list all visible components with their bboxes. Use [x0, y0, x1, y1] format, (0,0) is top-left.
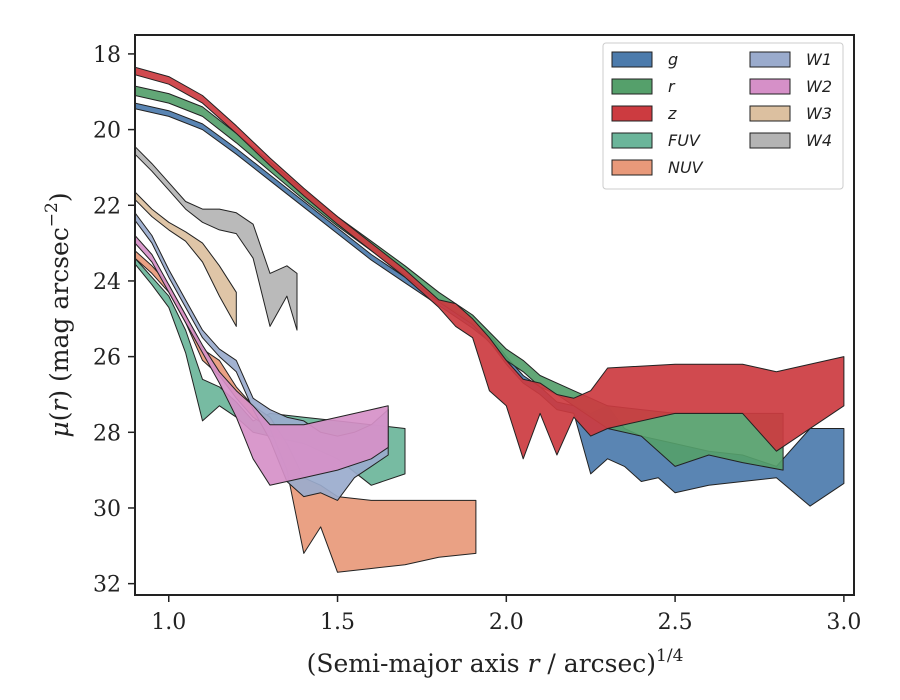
legend-swatch-w1	[749, 51, 791, 68]
x-tick-label: 1.5	[320, 610, 355, 635]
legend-swatch-r	[611, 78, 653, 95]
y-tick-label: 22	[93, 194, 121, 219]
y-tick-label: 18	[93, 43, 121, 68]
legend-label-w4: W4	[806, 131, 832, 150]
y-axis-title: μ(r) (mag arcsec−2)	[42, 192, 74, 437]
band-z	[135, 66, 845, 460]
x-tick-label: 2.0	[489, 610, 524, 635]
band-w3	[135, 191, 237, 327]
y-tick-label: 20	[93, 119, 121, 144]
y-tick-label: 24	[93, 270, 121, 295]
band-w4	[135, 146, 298, 331]
y-tick-label: 28	[93, 421, 121, 446]
y-tick-label: 30	[93, 497, 121, 522]
legend-label-fuv: FUV	[668, 131, 701, 150]
legend-swatch-w3	[749, 105, 791, 122]
legend-label-w1: W1	[806, 50, 832, 69]
plot-frame	[134, 34, 855, 596]
legend-label-nuv: NUV	[668, 158, 704, 177]
x-tick-label: 3.0	[826, 610, 861, 635]
legend-label-z: z	[667, 104, 677, 123]
y-tick-label: 26	[93, 346, 121, 371]
x-axis-title: (Semi-major axis r / arcsec)1/4	[307, 646, 684, 678]
legend-swatch-nuv	[611, 159, 653, 176]
legend-label-w2: W2	[806, 77, 832, 96]
bands-layer	[135, 66, 845, 573]
legend-swatch-w2	[749, 78, 791, 95]
legend-swatch-fuv	[611, 132, 653, 149]
y-axis-ticks: 18 20 22 24 26 28 30 32	[93, 43, 135, 598]
x-tick-label: 1.0	[151, 610, 186, 635]
y-tick-label: 32	[93, 573, 121, 598]
legend-label-r: r	[668, 77, 676, 96]
legend-label-g: g	[668, 50, 678, 69]
legend-swatch-g	[611, 51, 653, 68]
legend-label-w3: W3	[806, 104, 832, 123]
x-axis-ticks: 1.0 1.5 2.0 2.5 3.0	[151, 595, 861, 635]
band-w1	[135, 212, 389, 501]
legend-swatch-w4	[749, 132, 791, 149]
legend-swatch-z	[611, 105, 653, 122]
legend: grz FUV NUV W1 W2 W3 W4	[602, 42, 844, 190]
band-w2	[135, 235, 389, 486]
x-tick-label: 2.5	[658, 610, 693, 635]
